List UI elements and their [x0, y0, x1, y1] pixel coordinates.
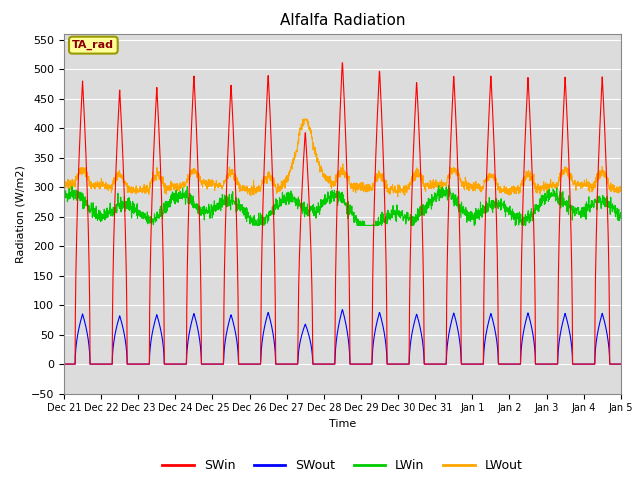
- SWin: [617, 361, 625, 367]
- Y-axis label: Radiation (W/m2): Radiation (W/m2): [15, 165, 26, 263]
- LWin: [617, 213, 625, 218]
- LWout: [394, 194, 401, 200]
- Line: LWout: LWout: [64, 119, 621, 197]
- Text: TA_rad: TA_rad: [72, 40, 115, 50]
- LWin: [505, 212, 513, 217]
- SWout: [216, 361, 223, 367]
- Title: Alfalfa Radiation: Alfalfa Radiation: [280, 13, 405, 28]
- LWout: [359, 182, 367, 188]
- SWin: [60, 361, 68, 367]
- SWout: [504, 361, 512, 367]
- SWout: [568, 345, 575, 351]
- LWin: [359, 223, 367, 228]
- LWout: [505, 187, 513, 193]
- SWin: [371, 184, 379, 190]
- LWout: [584, 181, 591, 187]
- LWin: [584, 202, 591, 207]
- LWout: [60, 185, 68, 191]
- LWin: [216, 199, 223, 205]
- SWout: [371, 330, 379, 336]
- Line: SWin: SWin: [64, 63, 621, 364]
- Line: SWout: SWout: [64, 310, 621, 364]
- LWout: [371, 173, 379, 179]
- Line: LWin: LWin: [64, 185, 621, 226]
- LWout: [617, 187, 625, 193]
- SWout: [60, 361, 68, 367]
- SWin: [504, 361, 512, 367]
- SWin: [584, 361, 591, 367]
- SWout: [617, 361, 625, 367]
- SWin: [568, 270, 575, 276]
- LWout: [300, 116, 307, 122]
- LWin: [249, 223, 257, 228]
- SWin: [359, 361, 367, 367]
- LWin: [568, 204, 576, 210]
- SWin: [216, 361, 223, 367]
- LWout: [216, 180, 223, 186]
- SWout: [584, 361, 591, 367]
- SWout: [359, 361, 367, 367]
- Legend: SWin, SWout, LWin, LWout: SWin, SWout, LWin, LWout: [157, 455, 527, 477]
- LWin: [445, 182, 452, 188]
- X-axis label: Time: Time: [329, 419, 356, 429]
- LWout: [568, 178, 576, 184]
- LWin: [371, 223, 379, 228]
- SWout: [339, 307, 346, 312]
- SWin: [339, 60, 346, 66]
- LWin: [60, 193, 68, 199]
